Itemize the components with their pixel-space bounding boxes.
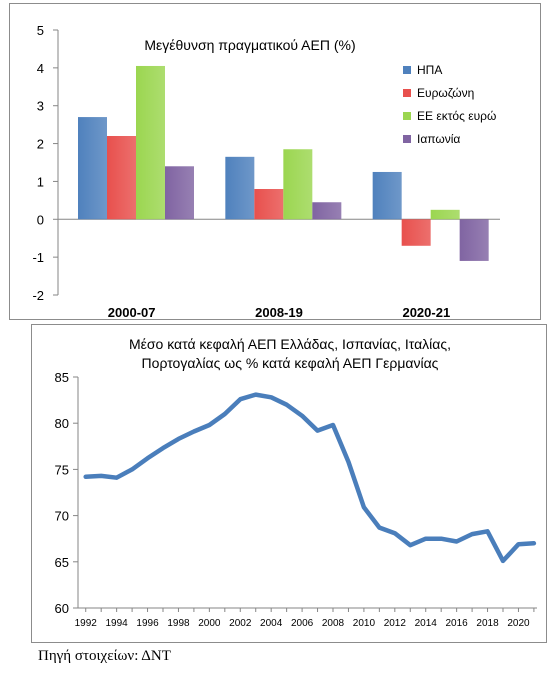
line-chart-title-line-1: Μέσο κατά κεφαλή ΑΕΠ Ελλάδας, Ισπανίας, … <box>129 336 451 352</box>
y-tick-label: 85 <box>55 370 69 385</box>
y-tick-label: 65 <box>55 555 69 570</box>
y-tick-label: -2 <box>32 288 44 303</box>
legend-swatch-0 <box>403 66 411 74</box>
bar-ΕΕ-εκτός-ευρώ-2000-07 <box>136 65 165 220</box>
x-tick-label: 2004 <box>260 618 283 629</box>
x-tick-label: 2018 <box>476 618 499 629</box>
legend-swatch-3 <box>403 135 411 143</box>
bar-Ιαπωνία-2000-07 <box>165 166 194 220</box>
y-tick-label: 5 <box>37 23 44 38</box>
line-chart-panel: Μέσο κατά κεφαλή ΑΕΠ Ελλάδας, Ισπανίας, … <box>31 324 547 643</box>
category-label: 2008-19 <box>255 305 303 320</box>
line-chart: Μέσο κατά κεφαλή ΑΕΠ Ελλάδας, Ισπανίας, … <box>55 336 537 629</box>
line-chart-title-line-2: Πορτογαλίας ως % κατά κεφαλή ΑΕΠ Γερμανί… <box>142 355 439 371</box>
legend-label-3: Ιαπωνία <box>417 132 460 146</box>
legend-swatch-2 <box>403 112 411 120</box>
x-tick-label: 2002 <box>229 618 252 629</box>
x-tick-label: 2008 <box>322 618 345 629</box>
bar-Ευρωζώνη-2000-07 <box>107 136 136 220</box>
x-tick-label: 1992 <box>75 618 98 629</box>
bar-ΗΠΑ-2008-19 <box>225 156 255 220</box>
x-tick-label: 2000 <box>198 618 221 629</box>
y-tick-label: 4 <box>37 61 44 76</box>
bar-chart: Μεγέθυνση πραγματικού ΑΕΠ (%) 5 4 3 2 1 0 -1 -2… <box>32 23 500 320</box>
series-line <box>83 392 537 564</box>
bar-ΕΕ-εκτός-ευρώ-2008-19 <box>283 149 313 220</box>
x-tick-label: 1998 <box>167 618 190 629</box>
x-tick-label: 1994 <box>106 618 129 629</box>
legend-swatch-1 <box>403 89 411 97</box>
x-tick-label: 2006 <box>291 618 314 629</box>
y-tick-label: 80 <box>55 416 69 431</box>
bar-chart-panel: Μεγέθυνση πραγματικού ΑΕΠ (%) 5 4 3 2 1 0 -1 -2… <box>9 3 541 320</box>
bar-ΕΕ-εκτός-ευρώ-2020-21 <box>430 209 460 220</box>
legend-label-2: ΕΕ εκτός ευρώ <box>417 109 496 123</box>
y-tick-label: 60 <box>55 601 69 616</box>
source-note: Πηγή στοιχείων: ΔΝΤ <box>38 648 171 664</box>
y-tick-label: 2 <box>37 137 44 152</box>
x-tick-label: 1996 <box>136 618 159 629</box>
y-tick-label: 0 <box>37 212 44 227</box>
bar-Ιαπωνία-2020-21 <box>459 219 489 261</box>
x-tick-label: 2016 <box>446 618 469 629</box>
y-tick-label: -1 <box>32 250 44 265</box>
x-tick-label: 2010 <box>353 618 376 629</box>
legend-label-1: Ευρωζώνη <box>417 86 474 100</box>
bar-ΗΠΑ-2000-07 <box>78 117 107 220</box>
y-tick-label: 75 <box>55 462 69 477</box>
bar-chart-title: Μεγέθυνση πραγματικού ΑΕΠ (%) <box>144 37 355 53</box>
y-tick-label: 3 <box>37 99 44 114</box>
y-tick-label: 70 <box>55 509 69 524</box>
bar-Ευρωζώνη-2008-19 <box>254 189 284 220</box>
category-label: 2000-07 <box>108 305 156 320</box>
x-tick-label: 2020 <box>507 618 530 629</box>
bar-Ιαπωνία-2008-19 <box>312 202 342 220</box>
x-tick-label: 2012 <box>384 618 407 629</box>
category-label: 2020-21 <box>402 305 450 320</box>
x-tick-label: 2014 <box>415 618 438 629</box>
y-tick-label: 1 <box>37 174 44 189</box>
bar-ΗΠΑ-2020-21 <box>372 171 402 220</box>
bar-Ευρωζώνη-2020-21 <box>401 219 431 246</box>
legend-label-0: ΗΠΑ <box>417 63 442 77</box>
